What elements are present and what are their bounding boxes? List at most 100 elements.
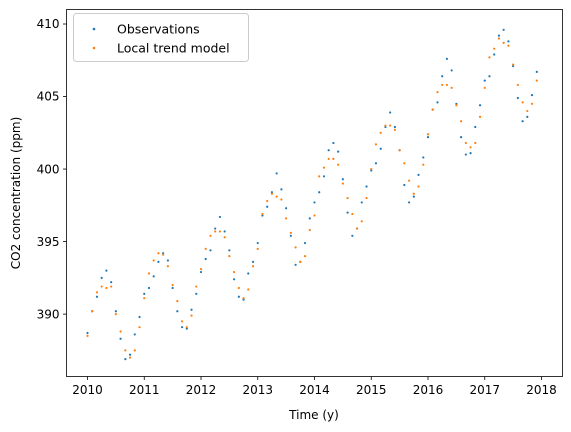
- point-observations: [147, 286, 151, 290]
- point-observations: [322, 175, 326, 178]
- point-local-trend-model: [110, 285, 113, 288]
- point-local-trend-model: [237, 286, 240, 290]
- point-local-trend-model: [318, 175, 321, 178]
- point-observations: [351, 234, 354, 237]
- point-observations: [426, 136, 430, 139]
- point-local-trend-model: [393, 128, 397, 131]
- point-observations: [507, 40, 510, 43]
- point-observations: [100, 276, 103, 279]
- point-local-trend-model: [441, 83, 444, 87]
- point-observations: [436, 101, 439, 104]
- point-local-trend-model: [526, 109, 529, 113]
- point-local-trend-model: [247, 288, 250, 291]
- point-observations: [228, 249, 231, 252]
- point-observations: [223, 230, 226, 233]
- point-observations: [209, 249, 212, 252]
- point-observations: [346, 211, 349, 214]
- point-observations: [171, 286, 174, 290]
- point-local-trend-model: [157, 252, 160, 255]
- point-local-trend-model: [270, 192, 274, 195]
- x-axis-ticks: 2010 2011 2012 2013 2014 2015 2016 2017 2018: [72, 376, 557, 397]
- point-observations: [157, 260, 160, 263]
- point-local-trend-model: [185, 326, 188, 329]
- point-observations: [143, 292, 146, 295]
- point-local-trend-model: [199, 268, 203, 271]
- x-tick-label: 2012: [186, 383, 217, 397]
- point-local-trend-model: [384, 124, 387, 127]
- y-tick-label: 410: [37, 17, 60, 31]
- point-observations: [337, 150, 340, 153]
- y-tick-label: 405: [37, 90, 60, 104]
- point-local-trend-model: [436, 91, 439, 94]
- point-local-trend-model: [370, 167, 373, 171]
- point-local-trend-model: [474, 141, 477, 145]
- point-local-trend-model: [337, 163, 340, 166]
- point-local-trend-model: [195, 285, 198, 288]
- x-tick-label: 2016: [413, 383, 444, 397]
- point-observations: [204, 257, 207, 261]
- point-local-trend-model: [95, 291, 99, 294]
- point-local-trend-model: [228, 255, 231, 258]
- point-observations: [181, 326, 184, 329]
- point-observations: [86, 331, 89, 335]
- point-observations: [256, 241, 259, 245]
- point-local-trend-model: [147, 272, 151, 275]
- point-observations: [105, 269, 108, 272]
- point-local-trend-model: [412, 192, 415, 195]
- point-observations: [176, 310, 179, 313]
- point-observations: [478, 104, 482, 107]
- point-local-trend-model: [133, 349, 136, 352]
- legend-marker-observations: [92, 27, 96, 31]
- point-local-trend-model: [100, 285, 103, 288]
- point-observations: [497, 34, 501, 37]
- point-local-trend-model: [162, 253, 165, 256]
- point-local-trend-model: [86, 334, 89, 337]
- point-local-trend-model: [266, 199, 269, 203]
- x-tick-label: 2017: [469, 383, 500, 397]
- point-observations: [199, 270, 203, 274]
- point-local-trend-model: [365, 196, 368, 200]
- point-local-trend-model: [152, 259, 155, 262]
- point-local-trend-model: [105, 286, 108, 290]
- point-local-trend-model: [128, 356, 132, 359]
- x-tick-label: 2010: [72, 383, 103, 397]
- point-local-trend-model: [379, 131, 382, 134]
- point-observations: [119, 337, 122, 340]
- point-local-trend-model: [459, 120, 463, 123]
- point-observations: [445, 57, 448, 60]
- point-local-trend-model: [346, 196, 349, 200]
- point-local-trend-model: [214, 230, 217, 233]
- point-observations: [152, 275, 155, 278]
- point-local-trend-model: [223, 236, 226, 239]
- legend-label-local-trend-model: Local trend model: [117, 41, 230, 56]
- point-local-trend-model: [535, 79, 538, 82]
- point-observations: [128, 353, 132, 356]
- point-local-trend-model: [256, 247, 259, 250]
- point-local-trend-model: [275, 195, 278, 198]
- legend-label-observations: Observations: [117, 22, 200, 37]
- point-local-trend-model: [303, 255, 307, 258]
- point-observations: [280, 188, 283, 191]
- x-axis-label: Time (y): [288, 408, 339, 422]
- point-observations: [412, 195, 415, 198]
- point-local-trend-model: [507, 44, 510, 47]
- point-local-trend-model: [190, 314, 193, 317]
- plot-points: [86, 28, 538, 361]
- point-local-trend-model: [138, 326, 141, 329]
- x-tick-label: 2015: [356, 383, 387, 397]
- point-local-trend-model: [431, 108, 434, 111]
- point-observations: [313, 201, 316, 204]
- point-observations: [251, 260, 255, 263]
- y-tick-label: 390: [37, 307, 60, 321]
- point-observations: [285, 207, 288, 210]
- legend: Observations Local trend model: [73, 13, 249, 62]
- point-local-trend-model: [450, 86, 453, 89]
- point-observations: [133, 333, 136, 336]
- x-tick-label: 2018: [526, 383, 557, 397]
- point-observations: [469, 152, 472, 155]
- y-tick-label: 400: [37, 162, 60, 176]
- point-observations: [237, 295, 240, 298]
- point-local-trend-model: [176, 299, 179, 303]
- point-observations: [166, 259, 170, 262]
